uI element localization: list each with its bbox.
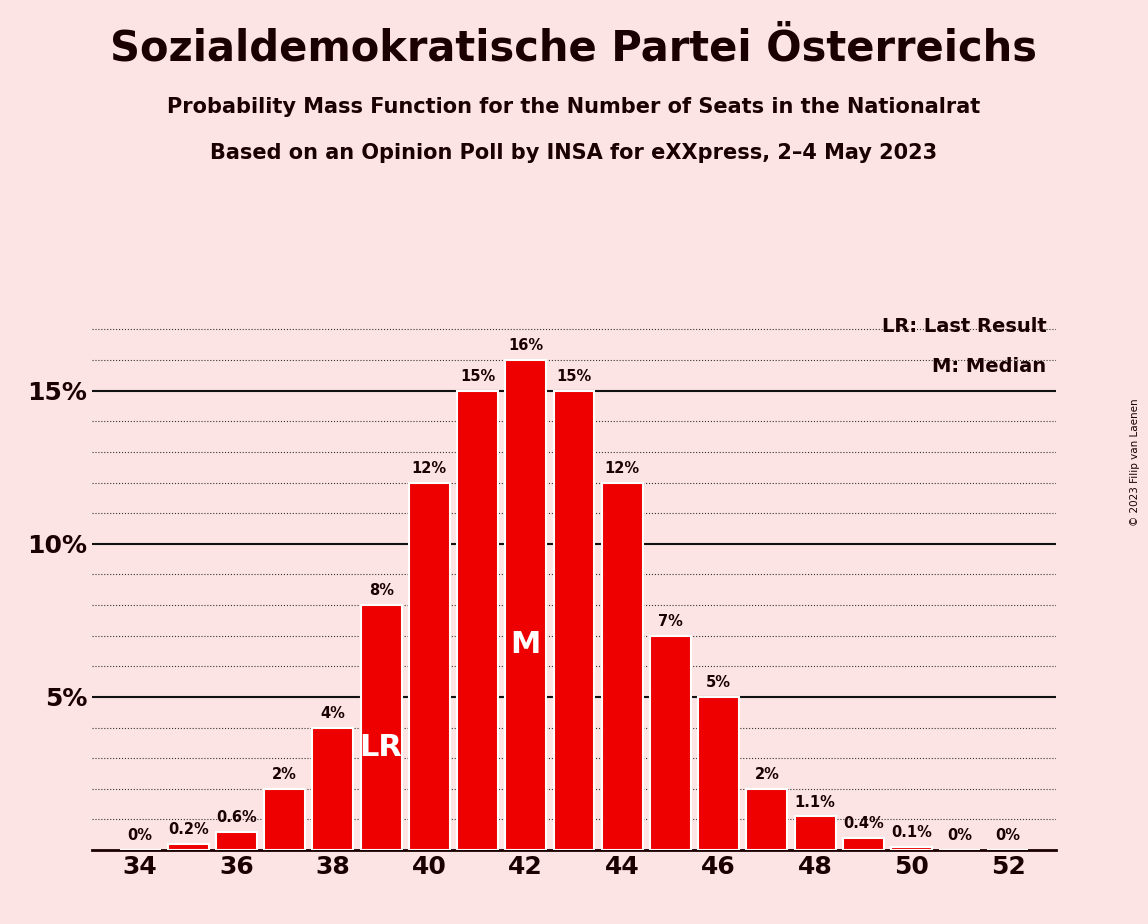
Text: LR: LR [359, 733, 403, 761]
Text: 12%: 12% [605, 461, 639, 476]
Text: 12%: 12% [412, 461, 447, 476]
Text: Based on an Opinion Poll by INSA for eXXpress, 2–4 May 2023: Based on an Opinion Poll by INSA for eXX… [210, 143, 938, 164]
Text: 2%: 2% [272, 767, 297, 782]
Bar [312, 727, 354, 850]
Text: 0.6%: 0.6% [216, 810, 257, 825]
Bar [457, 391, 498, 850]
Bar [843, 838, 884, 850]
Text: 0.4%: 0.4% [843, 816, 884, 831]
Text: 0%: 0% [947, 828, 972, 844]
Text: 2%: 2% [754, 767, 779, 782]
Text: M: Median: M: Median [932, 357, 1047, 376]
Text: 4%: 4% [320, 706, 346, 721]
Bar [409, 482, 450, 850]
Bar [602, 482, 643, 850]
Text: © 2023 Filip van Laenen: © 2023 Filip van Laenen [1130, 398, 1140, 526]
Text: 0.2%: 0.2% [168, 822, 209, 837]
Bar [746, 789, 788, 850]
Bar [168, 844, 209, 850]
Bar [216, 832, 257, 850]
Text: 16%: 16% [509, 338, 543, 353]
Text: 0%: 0% [127, 828, 153, 844]
Bar [553, 391, 595, 850]
Text: 7%: 7% [658, 614, 683, 629]
Text: 8%: 8% [369, 583, 394, 599]
Bar [264, 789, 305, 850]
Bar [698, 697, 739, 850]
Bar [794, 817, 836, 850]
Text: 15%: 15% [460, 369, 495, 384]
Bar [650, 636, 691, 850]
Text: 0.1%: 0.1% [891, 825, 932, 840]
Text: 1.1%: 1.1% [794, 795, 836, 809]
Text: M: M [511, 630, 541, 659]
Bar [891, 847, 932, 850]
Text: Sozialdemokratische Partei Österreichs: Sozialdemokratische Partei Österreichs [110, 28, 1038, 69]
Text: 0%: 0% [995, 828, 1021, 844]
Text: Probability Mass Function for the Number of Seats in the Nationalrat: Probability Mass Function for the Number… [168, 97, 980, 117]
Bar [505, 360, 546, 850]
Bar [360, 605, 402, 850]
Text: 5%: 5% [706, 675, 731, 690]
Text: LR: Last Result: LR: Last Result [882, 317, 1047, 335]
Text: 15%: 15% [557, 369, 591, 384]
